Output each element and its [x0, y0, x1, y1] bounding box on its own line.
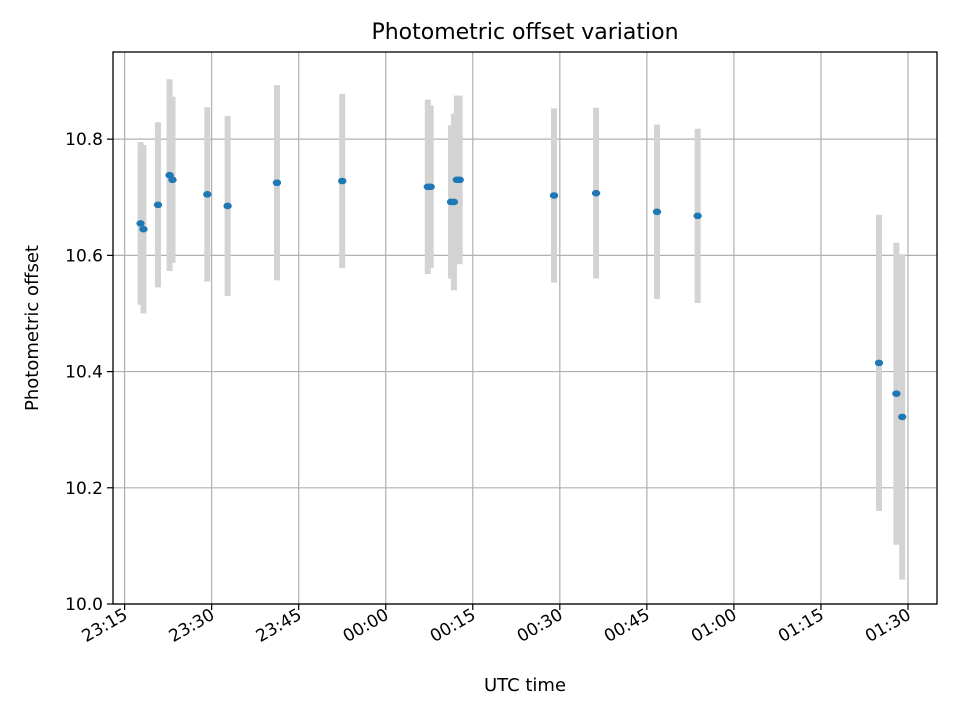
data-point	[874, 359, 884, 367]
plot-frame	[112, 51, 938, 605]
data-point	[168, 176, 177, 184]
y-axis: 10.0 10.2 10.4 10.6 10.8	[65, 130, 113, 615]
data-point	[892, 390, 901, 397]
data-point	[136, 220, 145, 227]
x-tick-label: 23:30	[166, 605, 218, 647]
y-tick-label: 10.4	[65, 363, 103, 383]
data-point	[549, 192, 559, 199]
x-tick-label: 01:15	[775, 605, 827, 647]
grid	[113, 52, 937, 605]
x-tick-label: 01:30	[862, 605, 914, 647]
y-tick-label: 10.8	[65, 130, 103, 150]
x-tick-label: 00:15	[427, 605, 479, 647]
errorbars	[137, 79, 906, 580]
data-point	[449, 198, 459, 206]
x-axis-label: UTC time	[484, 675, 566, 696]
x-tick-label: 01:00	[688, 605, 740, 647]
y-tick-label: 10.6	[65, 246, 103, 266]
data-point	[426, 183, 435, 191]
y-tick-label: 10.0	[65, 595, 103, 615]
markers	[136, 171, 907, 421]
x-tick-label: 00:45	[601, 605, 653, 647]
x-tick-label: 23:45	[253, 605, 305, 647]
data-point	[693, 212, 702, 220]
x-tick-label: 00:00	[340, 605, 392, 647]
chart-title: Photometric offset variation	[371, 20, 678, 45]
y-tick-label: 10.2	[65, 479, 103, 499]
data-point	[591, 189, 601, 197]
x-axis: 23:15 23:30 23:45 00:00 00:15 00:30 00:45 01:00…	[79, 604, 914, 647]
data-point	[338, 177, 347, 185]
data-point	[652, 208, 662, 216]
data-point	[272, 179, 282, 187]
y-axis-label: Photometric offset	[22, 245, 43, 411]
data-point	[897, 413, 907, 421]
data-point	[203, 191, 212, 198]
x-tick-label: 00:30	[514, 605, 566, 647]
data-point	[139, 225, 148, 233]
data-point	[153, 201, 163, 209]
data-point	[455, 176, 464, 184]
data-point	[223, 202, 232, 210]
